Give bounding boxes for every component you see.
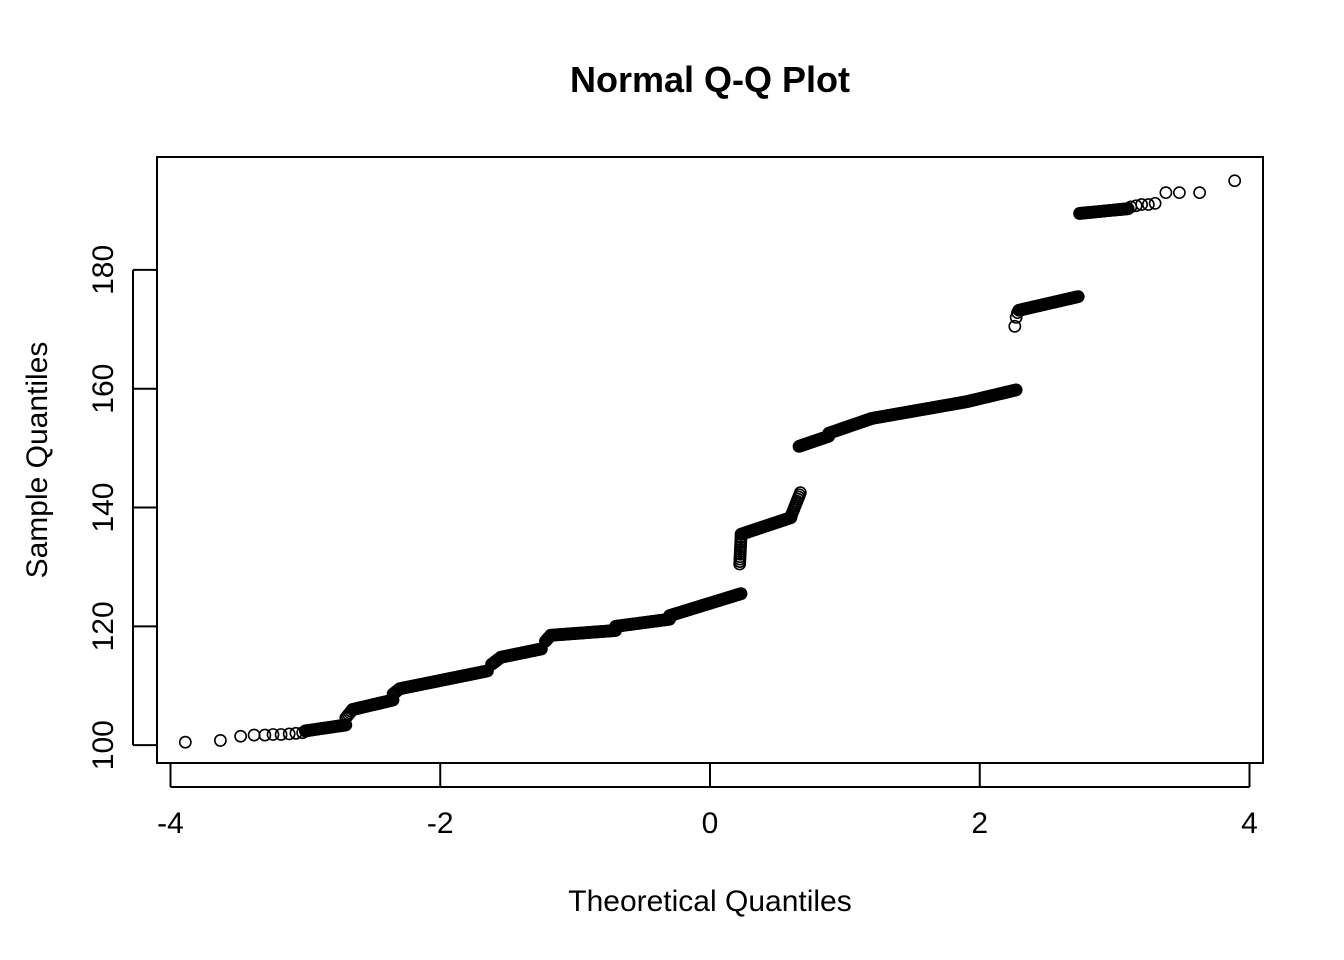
data-point [1228, 174, 1242, 188]
x-tick-label: 4 [1241, 807, 1258, 840]
y-tick-label: 180 [87, 245, 120, 295]
y-tick-label: 120 [87, 601, 120, 651]
data-points [178, 174, 1242, 749]
data-point [178, 735, 192, 749]
data-point [213, 734, 227, 747]
data-point [1135, 198, 1149, 211]
data-point [1141, 198, 1155, 211]
x-tick-label: 0 [702, 807, 719, 840]
data-point [1121, 202, 1135, 216]
data-point [234, 729, 248, 743]
data-point [266, 728, 280, 741]
data-point [734, 587, 748, 601]
x-tick-label: -4 [157, 807, 184, 840]
data-point [1148, 196, 1162, 210]
data-point [282, 727, 296, 741]
data-point [1129, 199, 1143, 213]
y-axis: 100 120 140 160 180 [87, 245, 157, 770]
data-point [793, 486, 807, 500]
x-tick-label: 2 [971, 807, 988, 840]
x-axis: -4 -2 0 2 4 [157, 763, 1258, 840]
data-point [1193, 186, 1207, 200]
chart-title: Normal Q-Q Plot [570, 59, 850, 100]
y-tick-label: 140 [87, 482, 120, 532]
data-point [274, 728, 288, 741]
data-point [247, 728, 261, 742]
x-axis-label: Theoretical Quantiles [568, 885, 851, 918]
data-point [1009, 383, 1023, 397]
y-tick-label: 100 [87, 720, 120, 770]
y-tick-label: 160 [87, 364, 120, 414]
x-tick-label: -2 [427, 807, 454, 840]
data-point [1008, 319, 1022, 333]
data-point [1172, 186, 1186, 200]
data-point [258, 728, 272, 742]
data-point [1071, 290, 1085, 304]
y-axis-label: Sample Quantiles [21, 342, 54, 579]
plot-frame [156, 156, 1264, 764]
data-point [1159, 186, 1173, 200]
